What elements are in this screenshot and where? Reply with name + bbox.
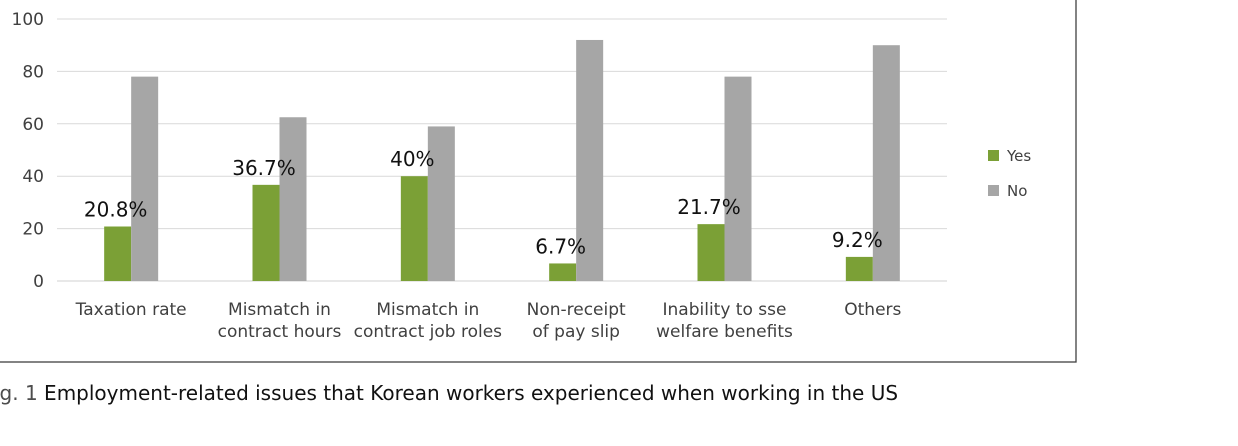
category-label-4: welfare benefits xyxy=(656,322,793,342)
bar-yes-0 xyxy=(104,226,132,281)
category-label-1: Mismatch in xyxy=(228,300,331,320)
bar-no-0 xyxy=(131,76,159,281)
legend-swatch-yes xyxy=(988,150,999,161)
data-label-yes-1: 36.7% xyxy=(232,156,296,180)
data-label-yes-5: 9.2% xyxy=(832,228,883,252)
y-tick-label: 20 xyxy=(22,220,44,240)
data-label-yes-3: 6.7% xyxy=(535,234,586,258)
bar-yes-2 xyxy=(400,176,428,281)
legend-label-yes: Yes xyxy=(1006,147,1031,165)
bar-no-5 xyxy=(872,45,900,282)
category-label-1: contract hours xyxy=(218,322,342,342)
category-label-2: contract job roles xyxy=(354,322,503,342)
category-label-3: Non-receipt xyxy=(527,300,626,320)
y-axis-ticks: 0 20 40 60 80 100 xyxy=(12,10,44,292)
figure-caption: ig. 1 Employment-related issues that Kor… xyxy=(0,381,898,405)
category-label-0: Taxation rate xyxy=(75,300,187,320)
category-label-4: Inability to sse xyxy=(663,300,787,320)
y-tick-label: 100 xyxy=(12,10,44,30)
legend-label-no: No xyxy=(1007,182,1027,200)
gridlines xyxy=(57,18,947,282)
bar-yes-1 xyxy=(252,184,280,281)
bar-yes-3 xyxy=(549,263,577,281)
y-tick-label: 80 xyxy=(22,62,44,82)
bar-yes-4 xyxy=(697,224,725,281)
legend-swatch-no xyxy=(988,185,999,196)
y-tick-label: 60 xyxy=(22,115,44,135)
bar-no-3 xyxy=(576,39,604,282)
data-label-yes-4: 21.7% xyxy=(677,195,741,219)
bar-no-2 xyxy=(427,126,455,281)
category-label-2: Mismatch in xyxy=(376,300,479,320)
legend: Yes No xyxy=(988,147,1031,200)
bar-no-4 xyxy=(724,76,752,281)
data-label-yes-0: 20.8% xyxy=(84,198,148,222)
data-labels: 20.8% 36.7% 40% 6.7% 21.7% 9.2% xyxy=(84,147,883,258)
figure-caption-text: Employment-related issues that Korean wo… xyxy=(37,381,899,405)
bar-no-1 xyxy=(279,117,307,281)
bars xyxy=(104,39,900,282)
bar-yes-5 xyxy=(845,256,873,281)
y-tick-label: 40 xyxy=(22,167,44,187)
category-label-5: Others xyxy=(844,300,901,320)
data-label-yes-2: 40% xyxy=(390,147,434,171)
figure-number: ig. 1 xyxy=(0,381,38,405)
category-label-3: of pay slip xyxy=(532,322,620,342)
y-tick-label: 0 xyxy=(33,272,44,292)
chart-frame xyxy=(0,0,1077,363)
